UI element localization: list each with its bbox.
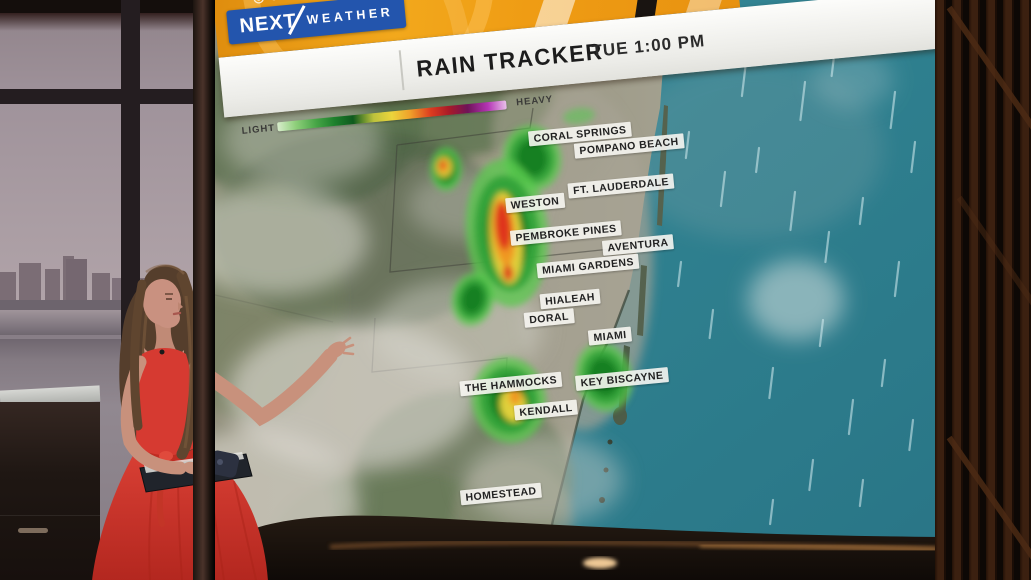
presenter-clicker	[208, 450, 240, 478]
wood-slat-panel	[935, 0, 1031, 580]
presenter-dress	[136, 348, 198, 457]
lapel-mic	[159, 349, 165, 355]
storm-cell	[451, 272, 495, 326]
desk-drawer-seam	[0, 515, 100, 516]
desk-cabinet	[0, 402, 100, 580]
studio-ceiling-shadow	[0, 13, 200, 31]
storm-cell	[430, 147, 462, 191]
presenter-arm-gesture	[188, 348, 338, 427]
dress-sash-knot	[159, 451, 173, 461]
studio-ceiling-soffit	[0, 0, 215, 13]
presenter-face	[143, 279, 183, 328]
studio-desk	[0, 380, 150, 580]
desk-drawer-handle	[18, 528, 48, 533]
window-frame-horizontal	[0, 89, 196, 104]
presenter-hand	[326, 341, 346, 359]
window-frame-vertical	[121, 0, 140, 345]
wood-slats	[935, 0, 1031, 580]
videowall-left-bezel	[193, 0, 215, 580]
